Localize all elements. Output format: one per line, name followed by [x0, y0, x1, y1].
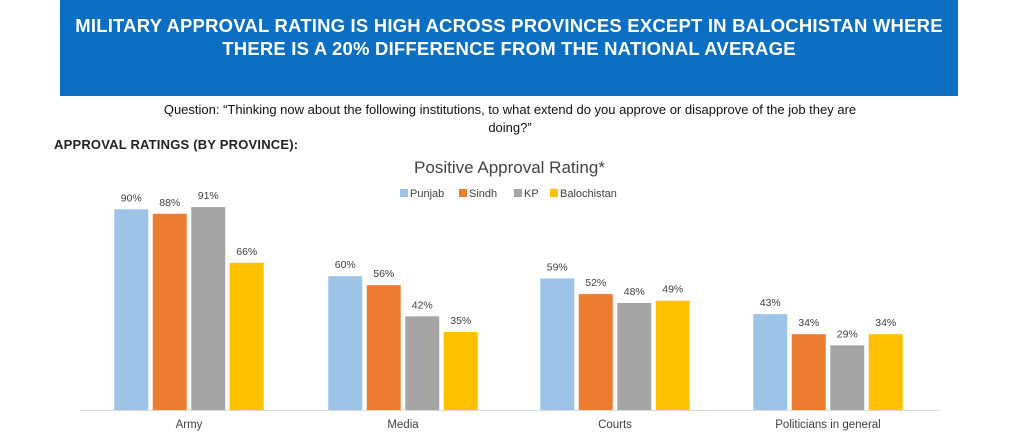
- category-label-army: Army: [176, 419, 203, 431]
- section-title: APPROVAL RATINGS (BY PROVINCE):: [54, 137, 299, 152]
- legend-swatch-kp: [514, 189, 522, 197]
- bar-courts-sindh: [578, 294, 613, 410]
- category-label-politicians-in-general: Politicians in general: [775, 419, 880, 431]
- data-label-media-balochistan: 35%: [450, 315, 471, 327]
- bar-courts-punjab: [540, 278, 575, 410]
- bar-politicians-in-general-punjab: [753, 314, 788, 410]
- legend-label-punjab: Punjab: [410, 188, 444, 200]
- legend-label-kp: KP: [524, 188, 539, 200]
- data-label-courts-balochistan: 49%: [662, 284, 683, 296]
- bar-army-punjab: [114, 209, 149, 410]
- survey-question: Question: “Thinking now about the follow…: [163, 102, 857, 135]
- chart-title: Positive Approval Rating*: [414, 158, 605, 177]
- data-label-courts-punjab: 59%: [547, 261, 568, 273]
- legend-swatch-balochistan: [550, 189, 558, 197]
- bar-politicians-in-general-sindh: [791, 334, 826, 410]
- data-label-courts-sindh: 52%: [585, 277, 606, 289]
- data-label-media-sindh: 56%: [373, 268, 394, 280]
- data-label-army-punjab: 90%: [121, 192, 142, 204]
- bar-army-sindh: [152, 213, 187, 410]
- data-label-politicians-in-general-balochistan: 34%: [875, 317, 896, 329]
- bar-politicians-in-general-balochistan: [868, 334, 903, 410]
- data-label-army-balochistan: 66%: [236, 246, 257, 258]
- bar-courts-balochistan: [655, 300, 690, 410]
- data-label-army-kp: 91%: [198, 190, 219, 202]
- title-banner: MILITARY APPROVAL RATING IS HIGH ACROSS …: [60, 0, 958, 96]
- bar-media-sindh: [366, 285, 401, 410]
- data-label-army-sindh: 88%: [159, 197, 180, 209]
- data-label-media-punjab: 60%: [335, 259, 356, 271]
- data-label-media-kp: 42%: [412, 299, 433, 311]
- legend-label-sindh: Sindh: [469, 188, 497, 200]
- category-label-courts: Courts: [598, 419, 632, 431]
- category-label-media: Media: [387, 419, 419, 431]
- bar-media-balochistan: [443, 331, 478, 410]
- bar-politicians-in-general-kp: [830, 345, 865, 410]
- data-label-courts-kp: 48%: [624, 286, 645, 298]
- bar-army-balochistan: [229, 262, 264, 410]
- data-label-politicians-in-general-punjab: 43%: [760, 297, 781, 309]
- data-label-politicians-in-general-sindh: 34%: [798, 317, 819, 329]
- bar-army-kp: [191, 207, 226, 410]
- legend-swatch-punjab: [400, 189, 408, 197]
- data-label-politicians-in-general-kp: 29%: [837, 328, 858, 340]
- legend-label-balochistan: Balochistan: [560, 188, 617, 200]
- bar-media-kp: [405, 316, 440, 410]
- page-title: MILITARY APPROVAL RATING IS HIGH ACROSS …: [75, 15, 943, 59]
- legend-swatch-sindh: [459, 189, 467, 197]
- bar-courts-kp: [617, 302, 652, 410]
- bar-media-punjab: [328, 276, 363, 410]
